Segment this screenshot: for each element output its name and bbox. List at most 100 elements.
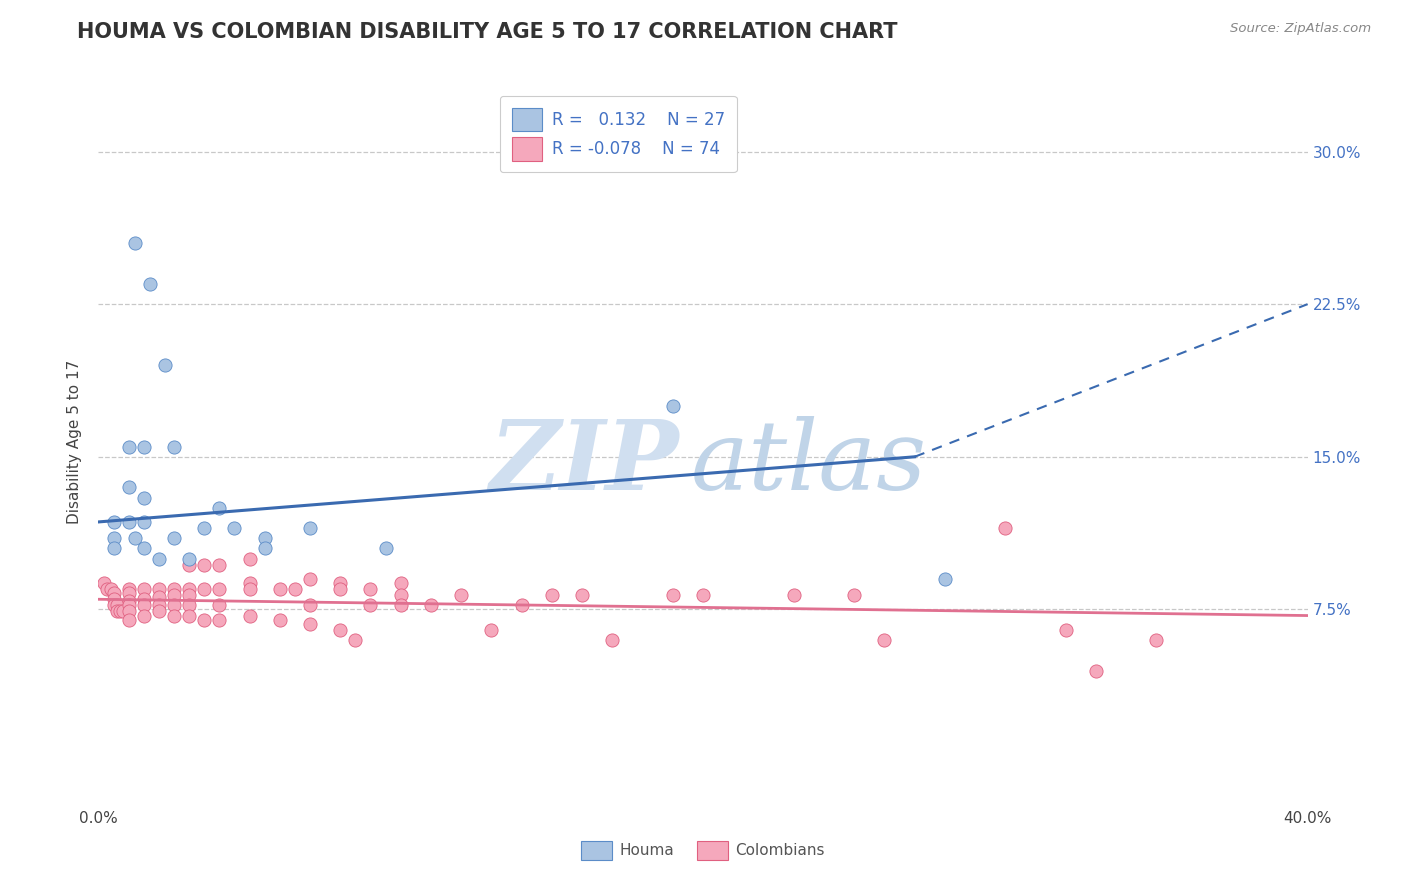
Point bbox=[163, 440, 186, 454]
Point bbox=[299, 616, 322, 631]
Point bbox=[124, 531, 146, 545]
Point bbox=[148, 605, 170, 619]
Point bbox=[540, 588, 562, 602]
Point bbox=[193, 521, 215, 535]
Point bbox=[118, 582, 141, 596]
Point bbox=[179, 599, 201, 613]
Point bbox=[124, 236, 146, 251]
Point bbox=[193, 558, 215, 572]
Point bbox=[103, 586, 125, 600]
Point bbox=[360, 582, 382, 596]
Point bbox=[163, 588, 186, 602]
Point bbox=[118, 613, 141, 627]
Point bbox=[994, 521, 1017, 535]
Point bbox=[208, 500, 231, 515]
Point bbox=[1144, 632, 1167, 647]
Point bbox=[118, 440, 141, 454]
Point bbox=[873, 632, 896, 647]
Point bbox=[208, 599, 231, 613]
Text: Source: ZipAtlas.com: Source: ZipAtlas.com bbox=[1230, 22, 1371, 36]
Point bbox=[299, 521, 322, 535]
Point bbox=[571, 588, 593, 602]
Point bbox=[1085, 664, 1108, 678]
Point bbox=[269, 582, 291, 596]
Point bbox=[148, 582, 170, 596]
Point bbox=[163, 531, 186, 545]
Point bbox=[105, 599, 128, 613]
Point bbox=[163, 599, 186, 613]
Point bbox=[208, 558, 231, 572]
Point bbox=[108, 605, 131, 619]
Point bbox=[661, 399, 683, 413]
Legend: Houma, Colombians: Houma, Colombians bbox=[574, 833, 832, 867]
Point bbox=[132, 599, 155, 613]
Point bbox=[132, 592, 155, 607]
Point bbox=[193, 613, 215, 627]
Point bbox=[208, 582, 231, 596]
Point bbox=[163, 608, 186, 623]
Point bbox=[420, 599, 443, 613]
Point bbox=[389, 599, 412, 613]
Point bbox=[329, 623, 352, 637]
Point bbox=[344, 632, 367, 647]
Point bbox=[239, 576, 262, 591]
Point bbox=[284, 582, 307, 596]
Point bbox=[139, 277, 162, 291]
Point bbox=[389, 576, 412, 591]
Point bbox=[179, 551, 201, 566]
Point bbox=[103, 599, 125, 613]
Point bbox=[193, 582, 215, 596]
Point bbox=[844, 588, 866, 602]
Point bbox=[132, 582, 155, 596]
Point bbox=[661, 588, 683, 602]
Point bbox=[329, 582, 352, 596]
Point bbox=[179, 558, 201, 572]
Point bbox=[239, 551, 262, 566]
Text: atlas: atlas bbox=[690, 417, 927, 510]
Point bbox=[224, 521, 246, 535]
Point bbox=[132, 515, 155, 529]
Point bbox=[602, 632, 624, 647]
Point bbox=[299, 599, 322, 613]
Point bbox=[360, 599, 382, 613]
Point bbox=[239, 582, 262, 596]
Point bbox=[783, 588, 806, 602]
Point bbox=[93, 576, 115, 591]
Point bbox=[450, 588, 472, 602]
Point bbox=[179, 608, 201, 623]
Y-axis label: Disability Age 5 to 17: Disability Age 5 to 17 bbox=[67, 359, 83, 524]
Point bbox=[132, 608, 155, 623]
Point bbox=[103, 541, 125, 556]
Point bbox=[118, 515, 141, 529]
Point bbox=[208, 613, 231, 627]
Text: ZIP: ZIP bbox=[489, 417, 679, 510]
Point bbox=[132, 541, 155, 556]
Point bbox=[103, 531, 125, 545]
Point bbox=[148, 591, 170, 605]
Point bbox=[118, 605, 141, 619]
Point bbox=[179, 588, 201, 602]
Point bbox=[253, 541, 276, 556]
Point bbox=[103, 515, 125, 529]
Point bbox=[103, 592, 125, 607]
Point bbox=[299, 572, 322, 586]
Text: HOUMA VS COLOMBIAN DISABILITY AGE 5 TO 17 CORRELATION CHART: HOUMA VS COLOMBIAN DISABILITY AGE 5 TO 1… bbox=[77, 22, 898, 42]
Point bbox=[118, 594, 141, 608]
Point bbox=[269, 613, 291, 627]
Point bbox=[934, 572, 956, 586]
Point bbox=[118, 480, 141, 494]
Point bbox=[132, 491, 155, 505]
Point bbox=[153, 358, 176, 372]
Point bbox=[105, 605, 128, 619]
Point bbox=[1054, 623, 1077, 637]
Point bbox=[118, 599, 141, 613]
Point bbox=[179, 582, 201, 596]
Point bbox=[510, 599, 533, 613]
Point bbox=[374, 541, 396, 556]
Point bbox=[389, 588, 412, 602]
Point bbox=[118, 586, 141, 600]
Point bbox=[329, 576, 352, 591]
Point bbox=[100, 582, 122, 596]
Point bbox=[481, 623, 503, 637]
Point bbox=[132, 440, 155, 454]
